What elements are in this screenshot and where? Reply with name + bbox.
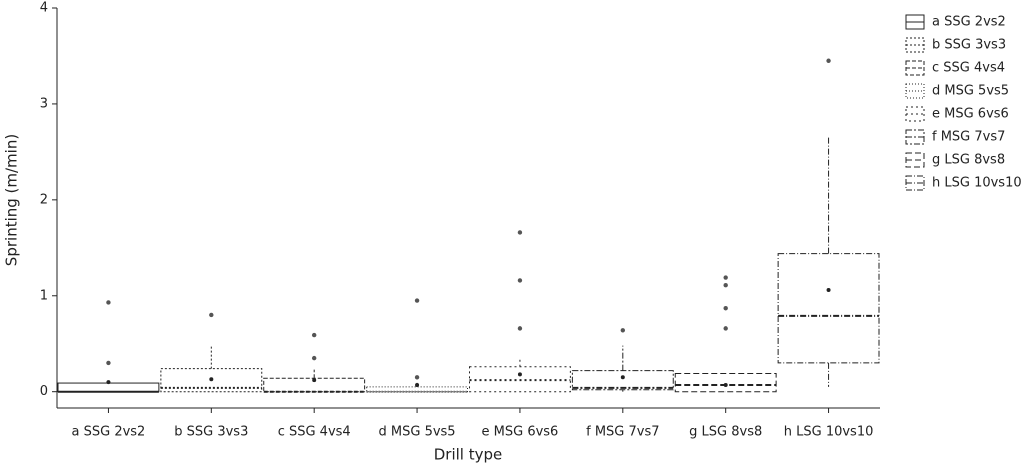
legend-label: d MSG 5vs5 xyxy=(932,84,1009,99)
x-tick-label: g LSG 8vs8 xyxy=(689,425,762,440)
mean xyxy=(517,372,522,377)
mean xyxy=(415,382,420,387)
outlier xyxy=(414,298,420,303)
x-tick-label: e MSG 6vs6 xyxy=(482,425,559,440)
box xyxy=(571,370,674,391)
outlier xyxy=(723,306,728,311)
box xyxy=(777,253,880,364)
box xyxy=(366,386,468,393)
x-tick-label: c SSG 4vs4 xyxy=(278,425,351,440)
legend-label: b SSG 3vs3 xyxy=(932,38,1006,53)
legend-label: e MSG 6vs6 xyxy=(932,107,1009,122)
box xyxy=(57,382,160,393)
outlier xyxy=(517,326,523,331)
mean xyxy=(106,380,111,385)
legend-label: h LSG 10vs10 xyxy=(932,176,1022,191)
outlier xyxy=(723,275,728,280)
mean xyxy=(312,378,317,383)
outlier xyxy=(209,312,214,318)
x-axis-label: Drill type xyxy=(434,446,503,464)
outlier xyxy=(106,300,111,305)
legend-label: a SSG 2vs2 xyxy=(932,15,1006,30)
mean xyxy=(620,375,625,380)
outlier xyxy=(620,328,626,333)
outlier xyxy=(517,278,523,283)
outlier xyxy=(414,375,420,380)
outlier xyxy=(723,283,728,288)
x-tick-label: h LSG 10vs10 xyxy=(784,425,874,440)
x-tick-label: d MSG 5vs5 xyxy=(379,425,456,440)
box xyxy=(160,368,263,393)
x-tick-label: f MSG 7vs7 xyxy=(586,425,659,440)
y-tick-label: 4 xyxy=(40,1,48,16)
y-tick-label: 0 xyxy=(40,384,48,399)
mean xyxy=(209,377,214,382)
outlier xyxy=(723,326,728,331)
box xyxy=(674,372,777,393)
legend-label: g LSG 8vs8 xyxy=(932,153,1005,168)
outlier xyxy=(311,332,317,338)
outlier xyxy=(826,58,831,63)
y-tick-label: 1 xyxy=(40,288,48,303)
outlier xyxy=(311,355,317,361)
x-tick-label: a SSG 2vs2 xyxy=(72,425,146,440)
mean xyxy=(826,288,831,293)
mean xyxy=(723,382,728,387)
outlier xyxy=(517,230,523,235)
legend-label: c SSG 4vs4 xyxy=(932,61,1005,76)
legend-label: f MSG 7vs7 xyxy=(932,130,1005,145)
outlier xyxy=(106,360,111,366)
x-tick-label: b SSG 3vs3 xyxy=(174,425,248,440)
y-axis-label: Sprinting (m/min) xyxy=(3,134,21,266)
y-tick-label: 3 xyxy=(40,96,48,111)
box xyxy=(469,366,571,393)
y-tick-label: 2 xyxy=(40,192,48,207)
